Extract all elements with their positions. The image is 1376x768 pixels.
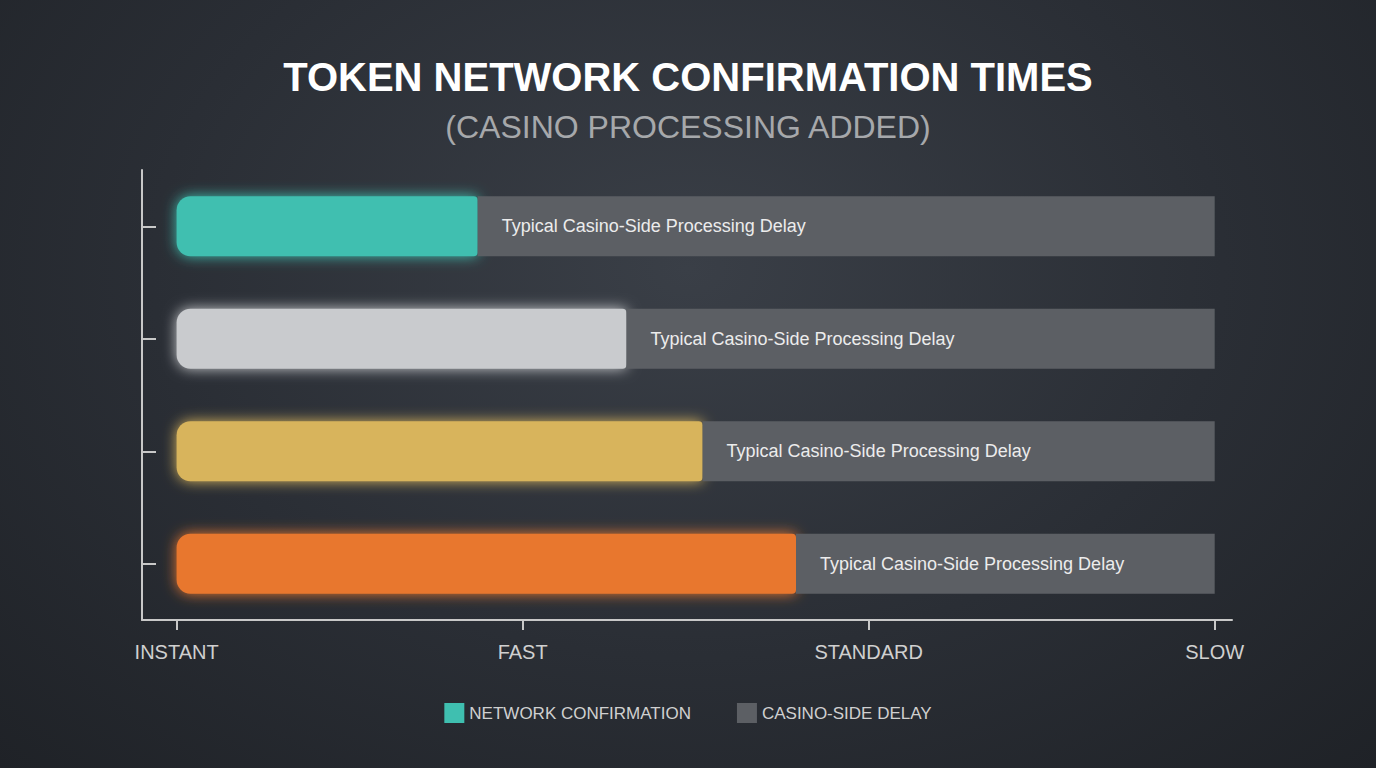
svg-text:Typical Casino-Side Processing: Typical Casino-Side Processing Delay	[727, 441, 1031, 461]
svg-text:TOKEN NETWORK CONFIRMATION TIM: TOKEN NETWORK CONFIRMATION TIMES	[283, 55, 1093, 99]
svg-text:NETWORK CONFIRMATION: NETWORK CONFIRMATION	[469, 704, 691, 723]
svg-text:STANDARD: STANDARD	[814, 641, 923, 663]
svg-text:(CASINO PROCESSING ADDED): (CASINO PROCESSING ADDED)	[445, 109, 930, 145]
svg-text:Typical Casino-Side Processing: Typical Casino-Side Processing Delay	[650, 329, 954, 349]
svg-text:SLOW: SLOW	[1185, 641, 1244, 663]
svg-text:FAST: FAST	[498, 641, 548, 663]
svg-text:Typical Casino-Side Processing: Typical Casino-Side Processing Delay	[820, 554, 1124, 574]
svg-text:Typical Casino-Side Processing: Typical Casino-Side Processing Delay	[502, 216, 806, 236]
svg-text:INSTANT: INSTANT	[135, 641, 219, 663]
svg-text:CASINO-SIDE DELAY: CASINO-SIDE DELAY	[762, 704, 932, 723]
